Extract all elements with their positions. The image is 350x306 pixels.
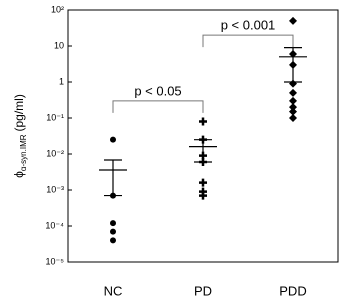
significance-label: p < 0.001: [221, 18, 276, 33]
point: [110, 237, 116, 244]
point: [289, 107, 297, 116]
point: [289, 103, 297, 112]
x-tick-label: PD: [194, 283, 212, 298]
y-tick-label: 10⁻⁴: [45, 220, 64, 230]
point: [289, 96, 297, 105]
y-label-unit: (pg/ml): [12, 94, 26, 131]
point: [289, 114, 297, 122]
point: [199, 191, 207, 200]
x-tick-label: PDD: [279, 283, 306, 298]
y-tick-label: 10²: [51, 4, 64, 14]
significance-label: p < 0.05: [134, 83, 181, 98]
x-tick-label: NC: [104, 283, 123, 298]
y-tick-label: 10⁻¹: [46, 112, 64, 122]
y-tick-label: 1: [59, 76, 64, 86]
point: [110, 228, 116, 235]
significance-bracket: [202, 34, 294, 48]
point: [110, 220, 116, 227]
y-tick-label: 10⁻²: [46, 148, 64, 158]
y-label-subscript: α-syn.IMR: [19, 134, 28, 171]
y-tick-label: 10⁻³: [46, 184, 64, 194]
y-tick-label: 10: [54, 40, 64, 50]
plot-frame: [67, 9, 339, 263]
point: [199, 117, 207, 126]
y-tick-label: 10⁻⁵: [46, 256, 65, 266]
significance-bracket: [112, 100, 204, 113]
point: [289, 16, 297, 25]
point: [289, 88, 297, 97]
point: [199, 178, 207, 187]
y-label-symbol: ϕ: [12, 171, 26, 178]
point: [110, 136, 116, 143]
y-axis-label: ϕα-syn.IMR (pg/ml): [12, 94, 28, 178]
